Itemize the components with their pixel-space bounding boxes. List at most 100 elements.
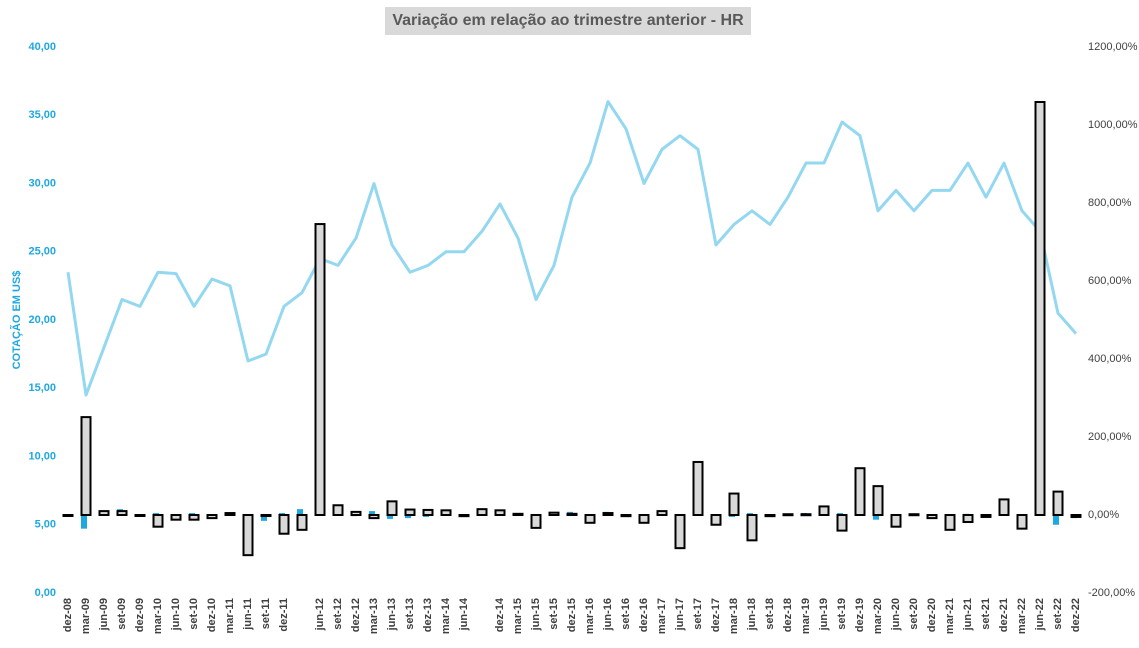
x-tick-label: jun-09 — [98, 598, 110, 631]
bar — [440, 509, 452, 517]
y2-tick-label: 200,00% — [1088, 431, 1132, 443]
x-tick-label: set-21 — [980, 598, 992, 630]
bar — [278, 514, 290, 535]
x-tick-label: mar-14 — [440, 597, 452, 634]
bar — [170, 514, 182, 521]
bar — [854, 467, 866, 517]
x-tick-label: dez-17 — [710, 598, 722, 632]
x-tick-label: set-16 — [620, 598, 632, 630]
x-tick-label: mar-11 — [224, 598, 236, 633]
bar — [962, 514, 974, 524]
y-axis-label: COTAÇÃO EM US$ — [10, 271, 23, 370]
bar — [710, 514, 722, 526]
bar — [261, 515, 267, 521]
x-tick-label: dez-21 — [998, 598, 1010, 632]
bar — [314, 223, 326, 516]
bar — [746, 514, 758, 542]
bar — [890, 514, 902, 528]
bar — [458, 514, 470, 518]
x-tick-label: mar-13 — [368, 598, 380, 634]
x-tick-label: dez-18 — [782, 598, 794, 632]
y2-tick-label: 400,00% — [1088, 353, 1132, 365]
bar — [873, 515, 879, 520]
bar — [134, 514, 146, 517]
x-tick-label: jun-10 — [170, 598, 182, 631]
x-tick-label: mar-17 — [656, 598, 668, 634]
x-tick-label: set-10 — [188, 598, 200, 630]
x-tick-label: dez-12 — [350, 598, 362, 632]
y2-tick-label: -200,00% — [1088, 587, 1135, 599]
x-tick-label: mar-22 — [1016, 598, 1028, 634]
y2-tick-label: 800,00% — [1088, 197, 1132, 209]
x-tick-label: dez-11 — [278, 598, 290, 632]
x-tick-label: dez-22 — [1070, 598, 1082, 632]
x-tick-label: jun-15 — [530, 598, 542, 631]
bar — [602, 512, 614, 516]
x-tick-label: mar-16 — [584, 598, 596, 634]
bar — [386, 500, 398, 517]
bar — [530, 514, 542, 529]
x-tick-label: set-17 — [692, 598, 704, 630]
bar — [98, 510, 110, 517]
x-tick-label: mar-19 — [800, 598, 812, 634]
bar — [206, 514, 218, 520]
bar — [1053, 515, 1059, 525]
bar — [692, 460, 704, 516]
bar — [260, 514, 272, 517]
x-tick-label: dez-08 — [62, 598, 74, 632]
y-tick-label: 10,00 — [28, 450, 56, 462]
x-tick-label: set-13 — [404, 598, 416, 630]
y2-tick-label: 600,00% — [1088, 275, 1132, 287]
bar — [944, 514, 956, 531]
bar — [1070, 514, 1082, 518]
chart-title: Variação em relação ao trimestre anterio… — [392, 12, 744, 29]
bar — [998, 498, 1010, 516]
bar — [369, 511, 375, 515]
bar — [620, 514, 632, 518]
y-tick-label: 25,00 — [28, 246, 56, 258]
y-tick-label: 0,00 — [35, 587, 56, 599]
x-tick-label: jun-18 — [746, 598, 758, 631]
x-tick-label: jun-11 — [242, 598, 254, 631]
bar — [836, 514, 848, 532]
x-tick-label: jun-12 — [314, 598, 326, 631]
x-tick-label: mar-09 — [80, 598, 92, 634]
y-tick-label: 35,00 — [28, 109, 56, 121]
x-tick-label: mar-15 — [512, 598, 524, 634]
x-tick-label: dez-19 — [854, 598, 866, 632]
x-tick-label: dez-16 — [638, 598, 650, 632]
x-tick-label: jun-17 — [674, 598, 686, 631]
title-box — [385, 7, 751, 35]
x-tick-label: set-18 — [764, 598, 776, 630]
bar — [818, 505, 830, 517]
x-tick-label: jun-14 — [458, 597, 470, 631]
bar — [728, 492, 740, 516]
x-tick-label: dez-15 — [566, 598, 578, 632]
bar — [566, 512, 578, 517]
bar — [404, 508, 416, 517]
y2-tick-label: 0,00% — [1088, 509, 1119, 521]
bar — [242, 514, 254, 557]
bar — [476, 508, 488, 516]
bar — [548, 511, 560, 516]
x-tick-label: mar-21 — [944, 598, 956, 634]
x-tick-label: mar-18 — [728, 598, 740, 634]
bar — [872, 485, 884, 517]
bar — [584, 514, 596, 524]
y-tick-label: 20,00 — [28, 314, 56, 326]
x-tick-label: set-11 — [260, 598, 272, 629]
y-tick-label: 30,00 — [28, 177, 56, 189]
bar — [405, 515, 411, 519]
bar — [1034, 100, 1046, 517]
x-tick-label: set-09 — [116, 598, 128, 630]
bar — [926, 514, 938, 520]
bar — [764, 514, 776, 518]
y2-tick-label: 1000,00% — [1088, 119, 1138, 131]
x-tick-label: set-19 — [836, 598, 848, 630]
bar — [297, 509, 303, 515]
x-tick-label: set-22 — [1052, 598, 1064, 630]
x-tick-label: jun-16 — [602, 598, 614, 631]
bar — [656, 510, 668, 517]
bar — [494, 509, 506, 517]
bar — [638, 514, 650, 524]
